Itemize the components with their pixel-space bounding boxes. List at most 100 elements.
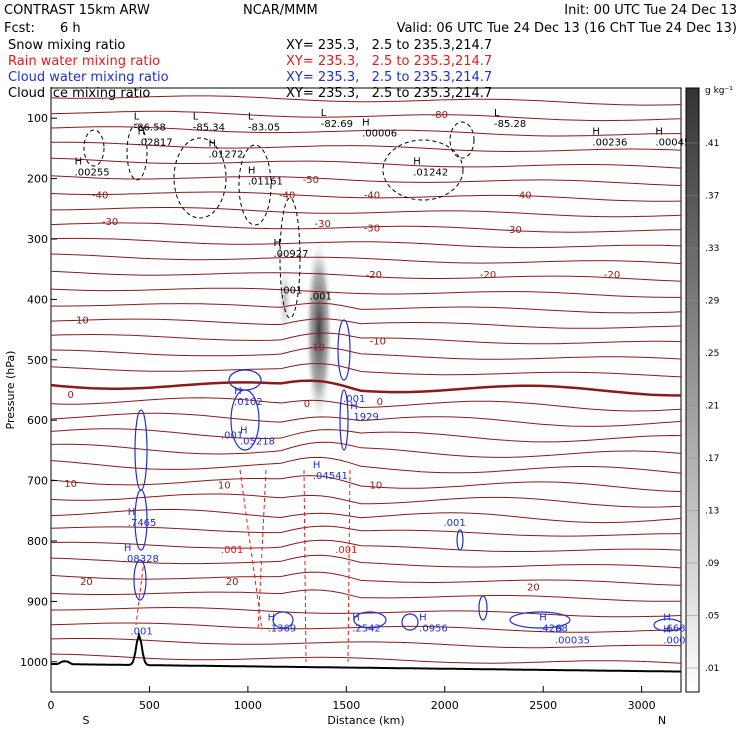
isotherm-label: -20 bbox=[366, 270, 382, 281]
extremum-marker: L bbox=[134, 111, 140, 122]
extremum-value: .6682 bbox=[663, 624, 692, 635]
isotherm-line bbox=[51, 428, 681, 443]
cloud-water-contour bbox=[653, 618, 681, 632]
y-tick-label: 300 bbox=[27, 233, 48, 246]
extremum-value: .00927 bbox=[273, 249, 308, 260]
isotherm-label: 10 bbox=[218, 480, 231, 491]
isotherm-label: 10 bbox=[64, 479, 77, 490]
terrain-profile bbox=[51, 631, 681, 673]
extremum-value: .05218 bbox=[240, 436, 275, 447]
extremum-value: -82.69 bbox=[321, 119, 353, 130]
extremum-value: .00045 bbox=[655, 137, 690, 148]
x-tick-label: 2000 bbox=[431, 699, 459, 712]
y-tick-label: 900 bbox=[27, 595, 48, 608]
colorbar-tick-label: .01 bbox=[705, 664, 719, 674]
freezing-level-isotherm bbox=[51, 379, 681, 397]
colorbar-tick-label: .33 bbox=[705, 244, 719, 254]
extremum-value: .08328 bbox=[124, 554, 159, 565]
extremum-marker: L bbox=[248, 111, 254, 122]
extremum-marker: H bbox=[128, 507, 136, 518]
colorbar-tick-label: .21 bbox=[705, 402, 719, 412]
cloud-water-contour bbox=[230, 389, 260, 451]
isotherm-line bbox=[51, 456, 681, 474]
fcst-value: 6 h bbox=[60, 21, 81, 36]
extremum-marker: H bbox=[268, 613, 276, 624]
extremum-marker: H bbox=[350, 401, 358, 412]
extremum-marker: H bbox=[124, 543, 132, 554]
extremum-marker: H bbox=[555, 625, 563, 636]
cloud-water-contour bbox=[401, 613, 419, 631]
rain-water-contour bbox=[135, 559, 145, 626]
extremum-marker: H bbox=[663, 625, 671, 636]
extremum-marker: H bbox=[273, 238, 281, 249]
cloud-water-contour bbox=[509, 611, 571, 629]
extremum-marker: H bbox=[313, 460, 321, 471]
isotherm-line bbox=[51, 508, 681, 524]
extremum-marker: L bbox=[494, 108, 500, 119]
x-tick-label: 3000 bbox=[628, 699, 656, 712]
center-title: NCAR/MMM bbox=[243, 3, 318, 18]
isotherm-line bbox=[51, 253, 681, 265]
contour-value-label: .001 bbox=[280, 285, 302, 296]
extremum-value: -85.28 bbox=[494, 119, 526, 130]
isotherm-label: -40 bbox=[92, 191, 108, 202]
cloud-water-contour bbox=[339, 389, 349, 451]
field-xy: XY= 235.3, 2.5 to 235.3,214.7 bbox=[286, 38, 492, 53]
isotherm-line bbox=[51, 554, 681, 569]
y-tick-label: 700 bbox=[27, 475, 48, 488]
field-legend: Snow mixing ratio XY= 235.3, 2.5 to 235.3… bbox=[8, 38, 492, 101]
isotherm-line bbox=[51, 191, 681, 202]
cloud-water-contour bbox=[133, 559, 147, 601]
isotherm-label: 0 bbox=[304, 399, 310, 410]
cloud-water-contour bbox=[134, 489, 148, 551]
contour-value-label: .001 bbox=[130, 627, 152, 638]
extremum-marker: H bbox=[352, 613, 360, 624]
extremum-value: .4268 bbox=[539, 624, 568, 635]
x-tick-label: 1000 bbox=[234, 699, 262, 712]
x-tick-label: 500 bbox=[139, 699, 160, 712]
extremum-marker: L bbox=[193, 111, 199, 122]
isotherm-line bbox=[51, 571, 681, 586]
extremum-value: .02817 bbox=[138, 137, 173, 148]
x-axis-label: Distance (km) bbox=[327, 714, 404, 727]
extremum-value: .0102 bbox=[234, 397, 263, 408]
colorbar-ticks: .41 .37 .33 .29 .25 .21 .17 .13 .09 .05 .01 bbox=[686, 139, 720, 674]
isotherm-label: 10 bbox=[369, 480, 382, 491]
isotherm-label: -10 bbox=[370, 337, 386, 348]
extremum-value: .0001 bbox=[663, 636, 692, 647]
cloud-ice-contour bbox=[449, 121, 475, 159]
fcst-label: Fcst: bbox=[4, 21, 35, 36]
field-xy: XY= 235.3, 2.5 to 235.3,214.7 bbox=[286, 86, 492, 101]
y-tick-label: 800 bbox=[27, 535, 48, 548]
extremum-marker: H bbox=[75, 157, 83, 168]
rain-water-contour bbox=[257, 469, 267, 631]
isotherm-label: 20 bbox=[80, 577, 93, 588]
cloud-water-contour bbox=[353, 611, 387, 629]
extremum-marker: H bbox=[539, 613, 547, 624]
isotherm-label: -30 bbox=[315, 219, 331, 230]
isotherm-line bbox=[51, 207, 681, 218]
extremum-value: .01272 bbox=[209, 149, 244, 160]
isotherm-line bbox=[51, 638, 681, 649]
isotherm-line bbox=[51, 332, 681, 345]
isotherm-label: -40 bbox=[364, 191, 380, 202]
x-tick-label: 1500 bbox=[332, 699, 360, 712]
y-tick-label: 600 bbox=[27, 414, 48, 427]
colorbar-tick-label: .17 bbox=[705, 454, 719, 464]
isotherm-label: 0 bbox=[377, 397, 383, 408]
extremum-value: -85.34 bbox=[193, 122, 225, 133]
isotherm-line bbox=[51, 653, 681, 664]
colorbar-unit: g kg⁻¹ bbox=[705, 86, 733, 96]
isotherm-label: -30 bbox=[364, 224, 380, 235]
isotherm-line bbox=[51, 475, 681, 492]
extremum-marker: H bbox=[248, 166, 256, 177]
extremum-value: .04541 bbox=[313, 471, 348, 482]
extremum-value: .00035 bbox=[555, 636, 590, 647]
isotherm-line bbox=[51, 270, 681, 282]
isotherm-line bbox=[51, 589, 681, 602]
isotherm-line bbox=[51, 95, 681, 106]
field-xy: XY= 235.3, 2.5 to 235.3,214.7 bbox=[286, 70, 492, 85]
isotherm-label: -10 bbox=[309, 343, 325, 354]
colorbar bbox=[685, 87, 700, 693]
extremum-value: .00236 bbox=[592, 137, 627, 148]
